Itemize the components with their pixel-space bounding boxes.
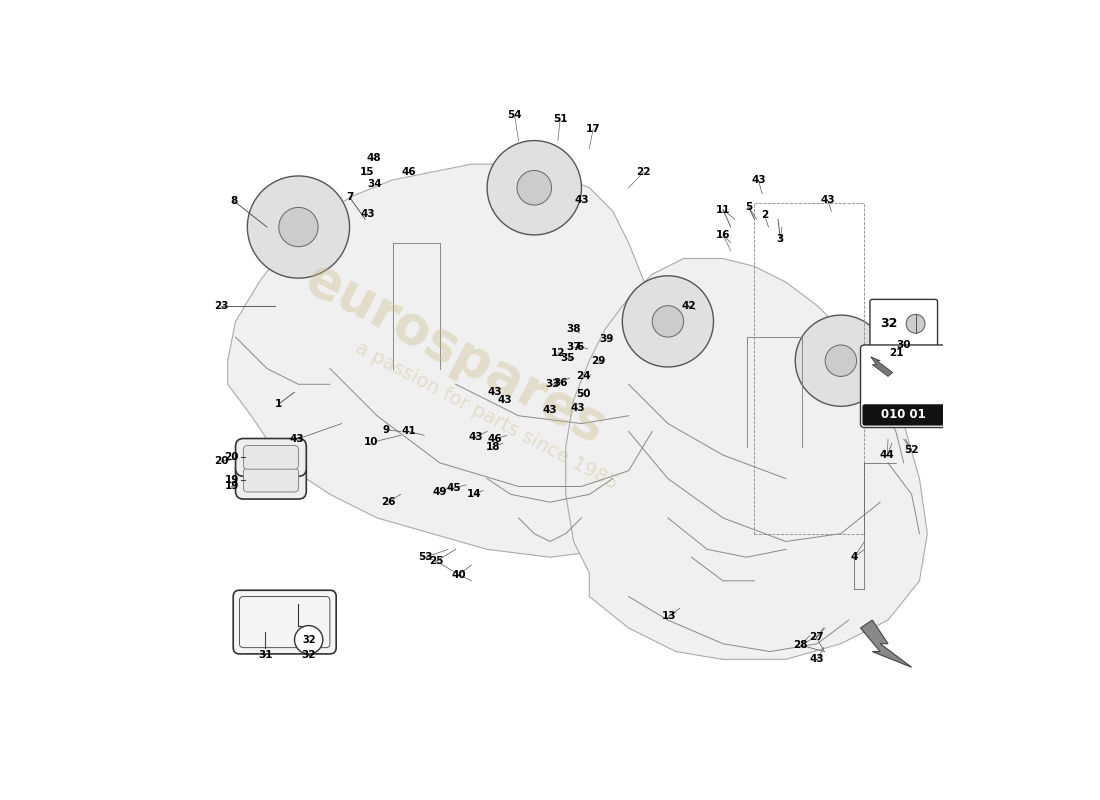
- Text: 43: 43: [810, 654, 825, 665]
- FancyBboxPatch shape: [243, 446, 298, 469]
- Text: 32: 32: [301, 650, 316, 661]
- Text: 43: 43: [574, 194, 589, 205]
- FancyBboxPatch shape: [233, 590, 337, 654]
- Circle shape: [623, 276, 714, 367]
- Circle shape: [517, 170, 551, 205]
- Text: 51: 51: [553, 114, 568, 123]
- Text: 23: 23: [214, 301, 229, 310]
- Text: 12: 12: [551, 348, 565, 358]
- Text: 6: 6: [576, 342, 583, 351]
- Text: 33: 33: [546, 379, 560, 390]
- Circle shape: [652, 306, 683, 337]
- Text: 43: 43: [361, 209, 375, 218]
- Text: 7: 7: [345, 192, 353, 202]
- Text: 9: 9: [383, 425, 390, 435]
- Polygon shape: [860, 620, 912, 667]
- Text: 20: 20: [214, 456, 229, 466]
- Circle shape: [248, 176, 350, 278]
- Text: 30: 30: [896, 340, 911, 350]
- Text: 19: 19: [224, 475, 239, 485]
- Text: 44: 44: [880, 450, 894, 460]
- Text: 32: 32: [880, 318, 898, 330]
- Circle shape: [795, 315, 887, 406]
- Text: 41: 41: [402, 426, 416, 437]
- Text: 27: 27: [810, 633, 824, 642]
- Text: a passion for parts since 1985: a passion for parts since 1985: [352, 338, 622, 494]
- Bar: [755, 203, 865, 534]
- Text: 43: 43: [497, 395, 512, 405]
- Text: 46: 46: [487, 434, 503, 444]
- Circle shape: [825, 345, 857, 377]
- Polygon shape: [228, 164, 707, 558]
- Text: 49: 49: [432, 487, 448, 497]
- Text: 28: 28: [793, 640, 808, 650]
- Text: 31: 31: [258, 650, 273, 661]
- Text: 34: 34: [367, 179, 382, 189]
- Text: 46: 46: [402, 167, 416, 177]
- Circle shape: [487, 141, 582, 235]
- Text: 32: 32: [301, 634, 316, 645]
- Text: 43: 43: [289, 434, 305, 444]
- Text: 43: 43: [542, 406, 558, 415]
- Text: 39: 39: [600, 334, 614, 344]
- Text: 45: 45: [447, 483, 461, 493]
- Text: 43: 43: [570, 403, 585, 413]
- Text: 22: 22: [636, 167, 651, 177]
- Text: 11: 11: [716, 205, 730, 214]
- Text: 14: 14: [468, 490, 482, 499]
- Text: 24: 24: [576, 371, 591, 382]
- Text: 21: 21: [889, 348, 903, 358]
- Circle shape: [278, 207, 318, 246]
- Circle shape: [295, 626, 322, 654]
- FancyBboxPatch shape: [243, 468, 298, 492]
- Text: 40: 40: [451, 570, 466, 579]
- Text: 54: 54: [507, 110, 521, 121]
- FancyBboxPatch shape: [235, 438, 306, 476]
- FancyBboxPatch shape: [870, 299, 937, 347]
- Text: 50: 50: [575, 389, 591, 398]
- FancyBboxPatch shape: [860, 345, 947, 427]
- Text: 3: 3: [777, 234, 784, 244]
- FancyBboxPatch shape: [235, 462, 306, 499]
- Text: 43: 43: [468, 432, 483, 442]
- Text: 35: 35: [560, 354, 574, 363]
- Text: 37: 37: [566, 342, 581, 351]
- Text: 19: 19: [224, 482, 239, 491]
- Text: 15: 15: [360, 167, 374, 177]
- Text: 16: 16: [716, 230, 730, 240]
- Text: 5: 5: [746, 202, 752, 213]
- Text: 42: 42: [681, 301, 695, 310]
- Text: 4: 4: [850, 552, 858, 562]
- Text: 20: 20: [224, 452, 239, 462]
- Text: 18: 18: [485, 442, 499, 452]
- Text: 13: 13: [661, 611, 676, 621]
- Text: 25: 25: [429, 556, 443, 566]
- Polygon shape: [871, 357, 893, 377]
- Text: 36: 36: [553, 378, 568, 388]
- Text: 38: 38: [566, 324, 581, 334]
- FancyBboxPatch shape: [862, 405, 945, 425]
- Polygon shape: [565, 258, 927, 659]
- Text: 17: 17: [586, 124, 601, 134]
- Text: 2: 2: [761, 210, 768, 220]
- Text: 1: 1: [275, 399, 283, 409]
- Text: 53: 53: [418, 552, 433, 562]
- Text: 10: 10: [363, 437, 378, 446]
- Text: eurospares: eurospares: [296, 252, 615, 454]
- Text: 26: 26: [381, 497, 395, 507]
- Circle shape: [906, 314, 925, 333]
- Text: 48: 48: [366, 153, 382, 163]
- Text: 8: 8: [230, 196, 238, 206]
- Text: 43: 43: [821, 194, 835, 205]
- Text: 010 01: 010 01: [881, 409, 926, 422]
- Text: 52: 52: [904, 445, 918, 454]
- Text: 29: 29: [591, 356, 605, 366]
- Text: 43: 43: [487, 387, 503, 397]
- Text: 43: 43: [751, 175, 766, 185]
